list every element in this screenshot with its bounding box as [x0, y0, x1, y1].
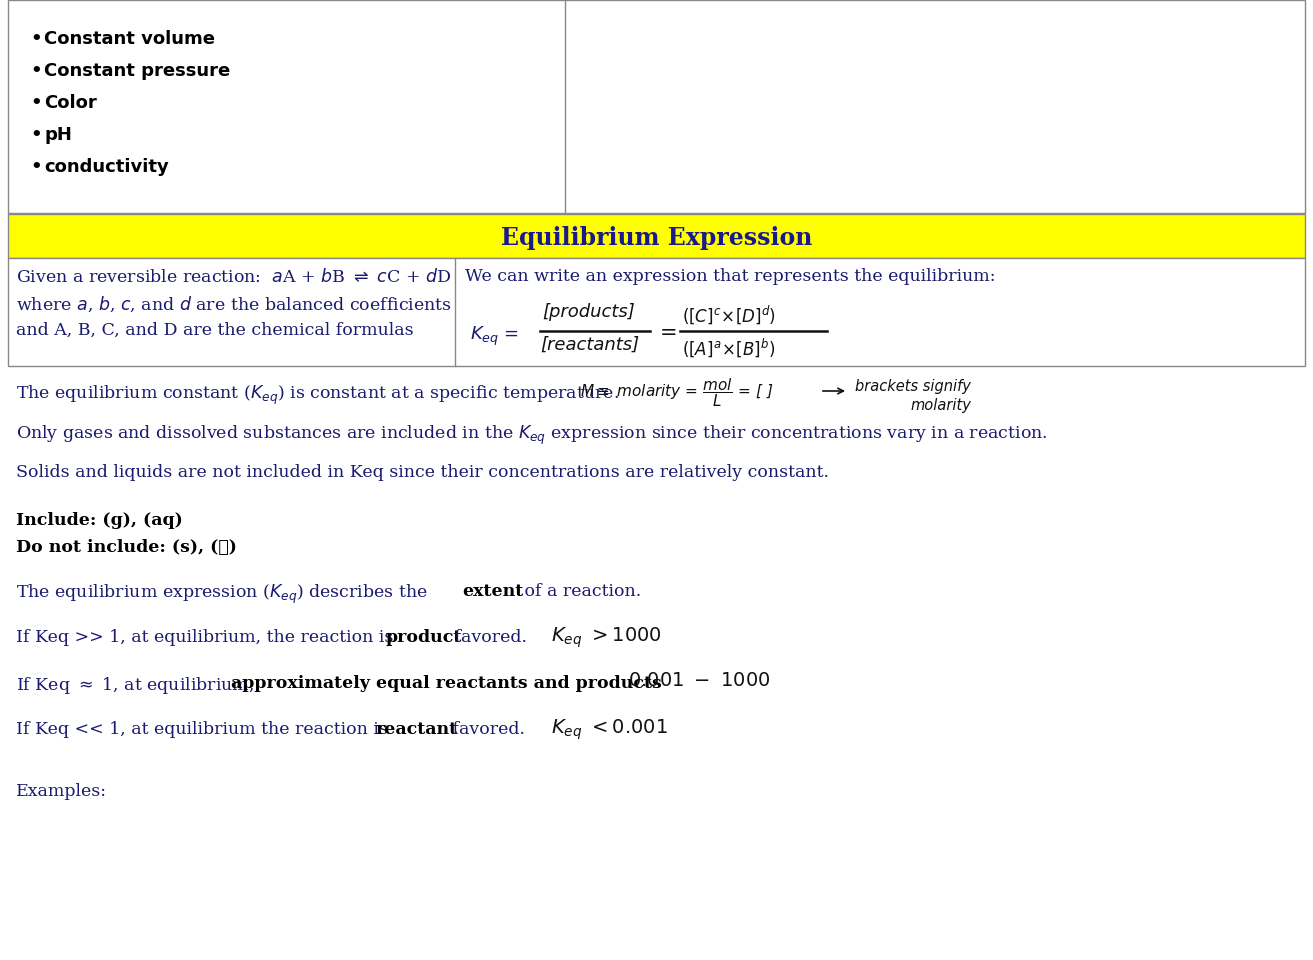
Text: approximately equal reactants and products: approximately equal reactants and produc…	[231, 675, 662, 692]
Text: $([C]^c\!\times\![D]^d)$: $([C]^c\!\times\![D]^d)$	[681, 303, 776, 325]
Text: Constant volume: Constant volume	[45, 30, 215, 48]
Text: [reactants]: [reactants]	[540, 336, 639, 354]
Text: Include: (g), (aq): Include: (g), (aq)	[16, 512, 183, 529]
Text: pH: pH	[45, 126, 72, 144]
Text: Constant pressure: Constant pressure	[45, 62, 230, 80]
Text: •: •	[30, 158, 42, 176]
Text: If Keq >> 1, at equilibrium, the reaction is: If Keq >> 1, at equilibrium, the reactio…	[16, 629, 399, 646]
Text: conductivity: conductivity	[45, 158, 169, 176]
Text: $\mathit{K}_{eq}\ <0.001$: $\mathit{K}_{eq}\ <0.001$	[551, 717, 668, 741]
Text: where $a$, $b$, $c$, and $d$ are the balanced coefficients: where $a$, $b$, $c$, and $d$ are the bal…	[16, 295, 452, 314]
Text: The equilibrium constant ($K_{eq}$) is constant at a specific temperature.: The equilibrium constant ($K_{eq}$) is c…	[16, 384, 618, 407]
Text: •: •	[30, 126, 42, 144]
Text: •: •	[30, 62, 42, 80]
Text: molarity: molarity	[910, 398, 970, 413]
Text: Solids and liquids are not included in Keq since their concentrations are relati: Solids and liquids are not included in K…	[16, 464, 829, 481]
Text: favored.: favored.	[449, 629, 527, 646]
Text: Equilibrium Expression: Equilibrium Expression	[500, 226, 813, 250]
Text: Color: Color	[45, 94, 97, 112]
Text: =: =	[660, 323, 678, 343]
Text: and A, B, C, and D are the chemical formulas: and A, B, C, and D are the chemical form…	[16, 322, 414, 339]
Bar	[8, 214, 1305, 258]
Text: Do not include: (s), (ℓ): Do not include: (s), (ℓ)	[16, 539, 236, 556]
Text: The equilibrium expression ($K_{eq}$) describes the: The equilibrium expression ($K_{eq}$) de…	[16, 583, 429, 606]
Text: We can write an expression that represents the equilibrium:: We can write an expression that represen…	[465, 268, 995, 285]
Text: reactant: reactant	[376, 721, 458, 738]
Text: brackets signify: brackets signify	[855, 379, 970, 394]
Text: favored.: favored.	[446, 721, 525, 738]
Bar	[8, 0, 1305, 213]
Text: $\mathit{K}_{eq}\ >1000$: $\mathit{K}_{eq}\ >1000$	[551, 625, 662, 650]
Text: [products]: [products]	[542, 303, 634, 321]
Text: of a reaction.: of a reaction.	[519, 583, 641, 600]
Text: Examples:: Examples:	[16, 783, 106, 800]
Text: $K_{eq}$ =: $K_{eq}$ =	[470, 324, 519, 348]
Bar	[8, 258, 1305, 366]
Text: If Keq $\approx$ 1, at equilibrium,: If Keq $\approx$ 1, at equilibrium,	[16, 675, 256, 696]
Text: $([A]^a\!\times\![B]^b)$: $([A]^a\!\times\![B]^b)$	[681, 336, 775, 359]
Text: extent: extent	[462, 583, 524, 600]
Text: •: •	[30, 94, 42, 112]
Text: Only gases and dissolved substances are included in the $K_{eq}$ expression sinc: Only gases and dissolved substances are …	[16, 424, 1048, 447]
Text: product: product	[386, 629, 462, 646]
Text: $M \equiv$ molarity = $\dfrac{mol}{L}$ = [ ]: $M \equiv$ molarity = $\dfrac{mol}{L}$ =…	[580, 376, 773, 409]
Text: If Keq << 1, at equilibrium the reaction is: If Keq << 1, at equilibrium the reaction…	[16, 721, 394, 738]
Text: Given a reversible reaction:  $a$A + $b$B $\rightleftharpoons$ $c$C + $d$D: Given a reversible reaction: $a$A + $b$B…	[16, 268, 452, 286]
Text: •: •	[30, 30, 42, 48]
Text: $0.001\ -\ 1000$: $0.001\ -\ 1000$	[628, 671, 771, 690]
